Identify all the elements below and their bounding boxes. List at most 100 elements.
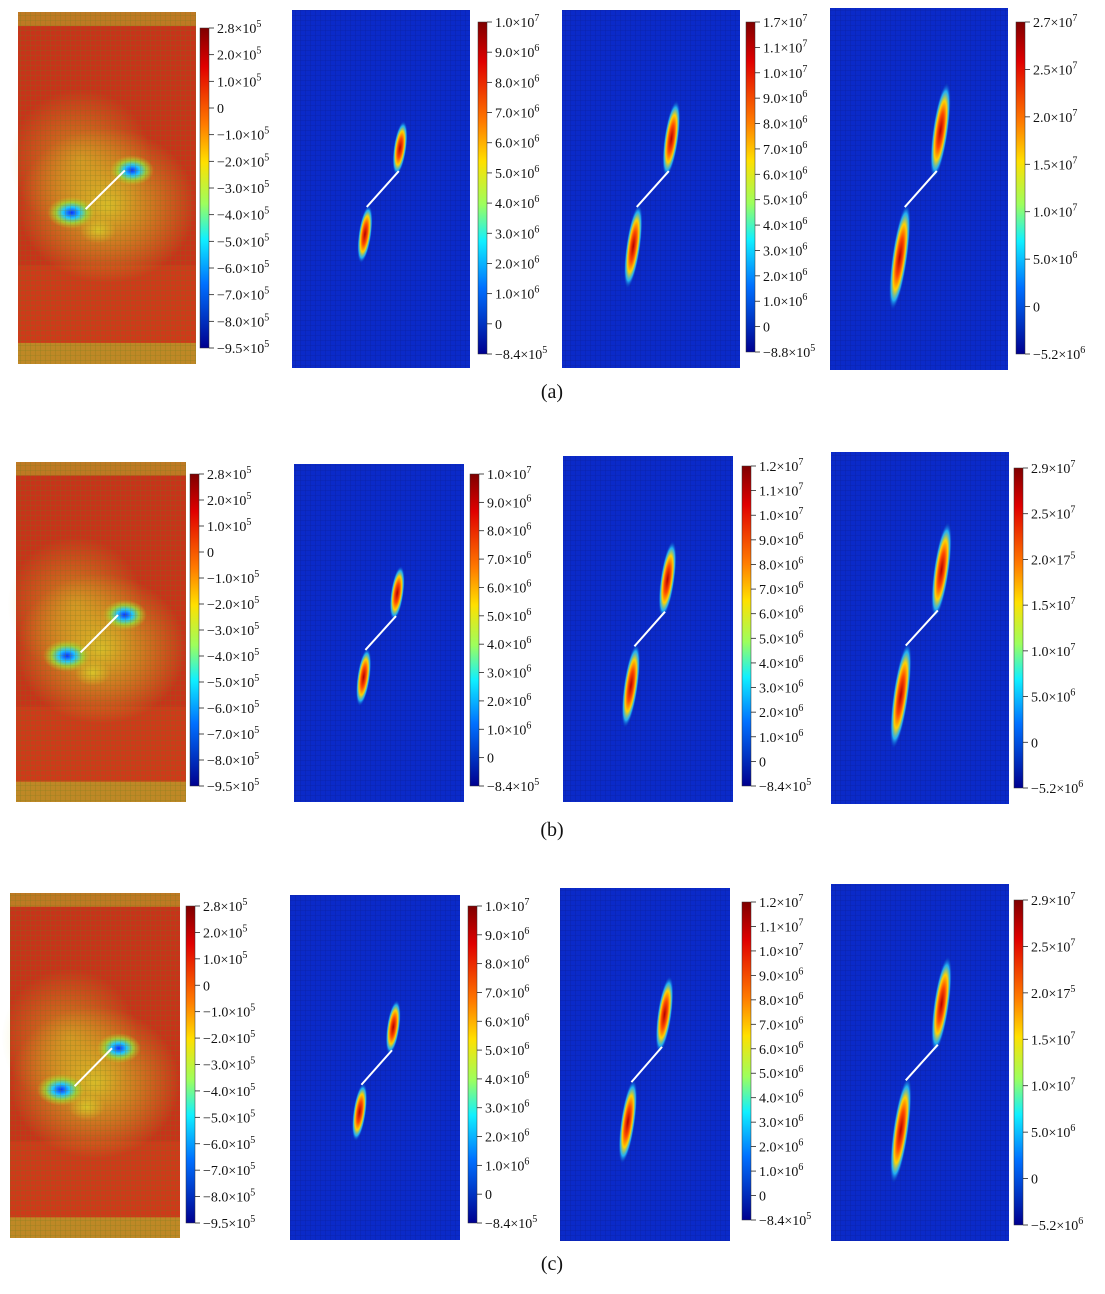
colorbar-tick-label: 3.0×106	[495, 224, 539, 242]
colorbar: 1.0×107 9.0×106 8.0×106 7.0×106 6.0×106 5.0×1…	[469, 465, 539, 795]
crack-line	[73, 1047, 113, 1087]
colorbar-tick-label: 2.8×105	[203, 897, 247, 915]
colorbar-tick-label: 1.0×106	[759, 1162, 803, 1180]
mesh-grid	[830, 8, 1008, 370]
colorbar-tick-label: −7.0×105	[217, 286, 269, 304]
contour-panel	[294, 464, 464, 802]
colorbar-tick-label: 1.0×107	[1031, 1077, 1075, 1095]
contour-panel	[7, 462, 186, 802]
colorbar: 1.0×107 9.0×106 8.0×106 7.0×106 6.0×106 5.0×1…	[467, 897, 537, 1232]
colorbar-tick-label: 2.9×107	[1031, 891, 1075, 909]
colorbar-tick-label: 5.0×106	[1031, 1123, 1075, 1141]
colorbar-tick-label: 7.0×106	[763, 140, 807, 158]
colorbar-tick-label: −2.0×105	[203, 1029, 255, 1047]
crack-line	[636, 170, 670, 208]
colorbar-tick-label: −3.0×105	[203, 1056, 255, 1074]
colorbar-tick-label: 0	[759, 755, 766, 770]
damage-wing	[888, 202, 911, 312]
damage-wing	[355, 647, 372, 707]
colorbar-gradient	[1013, 467, 1024, 789]
damage-wing	[889, 640, 912, 750]
colorbar-gradient	[741, 465, 752, 787]
colorbar-gradient	[185, 905, 196, 1224]
colorbar-tick-label: 8.0×106	[495, 73, 539, 91]
colorbar-tick-label: 2.0×106	[759, 1138, 803, 1156]
colorbar-tick-label: 2.0×106	[759, 703, 803, 721]
colorbar-tick-label: −8.4×105	[485, 1214, 537, 1232]
colorbar: 2.8×105 2.0×105 1.0×105 0 −1.0×105 −2.0×105 −3…	[199, 19, 269, 357]
colorbar-tick-label: 1.0×107	[487, 465, 531, 483]
colorbar-tick-label: −1.0×105	[217, 126, 269, 144]
colorbar-tick-label: 1.1×107	[763, 38, 807, 56]
colorbar-tick-label: 6.0×106	[763, 165, 807, 183]
colorbar-tick-label: 1.0×107	[1031, 642, 1075, 660]
colorbar-tick-label: 2.0×175	[1031, 550, 1075, 568]
colorbar-tick-label: −7.0×105	[203, 1161, 255, 1179]
colorbar-tick-label: 2.0×106	[485, 1128, 529, 1146]
crack-line	[630, 1046, 663, 1083]
colorbar: 1.2×107 1.1×107 1.0×107 9.0×106 8.0×106 7.0×1…	[741, 457, 811, 795]
crack-line	[366, 170, 400, 208]
colorbar-tick-label: −8.4×105	[759, 1211, 811, 1229]
colorbar-tick-label: 1.0×105	[203, 950, 247, 968]
colorbar-tick-label: 9.0×106	[487, 493, 531, 511]
colorbar-tick-label: 4.0×106	[759, 1089, 803, 1107]
colorbar-tick-label: 0	[759, 1190, 766, 1205]
damage-wing	[389, 565, 405, 621]
colorbar-tick-label: 2.0×107	[1033, 108, 1077, 126]
mesh-grid	[290, 895, 460, 1240]
mesh-grid	[831, 884, 1009, 1241]
colorbar-tick-label: 1.1×107	[759, 917, 803, 935]
colorbar-tick-label: 8.0×106	[763, 115, 807, 133]
colorbar: 1.0×107 9.0×106 8.0×106 7.0×106 6.0×106 5.0×1…	[477, 13, 547, 363]
colorbar-tick-label: 1.0×106	[485, 1156, 529, 1174]
colorbar-tick-label: 0	[1033, 301, 1040, 316]
colorbar-tick-label: −5.0×105	[207, 673, 259, 691]
crack-line	[905, 609, 939, 647]
colorbar-tick-label: 1.0×107	[485, 897, 529, 915]
damage-wing	[658, 540, 677, 619]
colorbar: 2.9×107 2.5×107 2.0×175 1.5×107 1.0×107 5.0×1…	[1013, 891, 1083, 1234]
colorbar-tick-label: 5.0×106	[485, 1041, 529, 1059]
colorbar-tick-label: −8.0×105	[207, 751, 259, 769]
colorbar-tick-label: 1.2×107	[759, 457, 803, 475]
colorbar-tick-label: 2.5×107	[1031, 505, 1075, 523]
colorbar-tick-label: 4.0×106	[763, 216, 807, 234]
colorbar-tick-label: 0	[763, 321, 770, 336]
colorbar-tick-label: 0	[207, 546, 214, 561]
colorbar-tick-label: 6.0×106	[759, 1040, 803, 1058]
colorbar-tick-label: 9.0×106	[763, 89, 807, 107]
colorbar: 2.7×107 2.5×107 2.0×107 1.5×107 1.0×107 5.0×1…	[1015, 13, 1085, 363]
colorbar-tick-label: 1.5×107	[1031, 1030, 1075, 1048]
crack-line	[904, 170, 938, 208]
colorbar-tick-label: 2.8×105	[207, 465, 251, 483]
colorbar-tick-label: 6.0×106	[495, 134, 539, 152]
colorbar-tick-label: 7.0×106	[487, 550, 531, 568]
colorbar-tick-label: −2.0×105	[217, 152, 269, 170]
colorbar-tick-label: 2.0×106	[495, 254, 539, 272]
colorbar-tick-label: 5.0×106	[487, 607, 531, 625]
colorbar-tick-label: 2.5×107	[1031, 937, 1075, 955]
contour-panel	[9, 12, 196, 364]
colorbar-tick-label: 7.0×106	[759, 1015, 803, 1033]
subfigure-caption: (b)	[540, 819, 563, 841]
colorbar-tick-label: 1.0×106	[763, 292, 807, 310]
colorbar-tick-label: 1.5×107	[1031, 596, 1075, 614]
colorbar-tick-label: 0	[217, 102, 224, 117]
colorbar-tick-label: 5.0×106	[1031, 688, 1075, 706]
colorbar-tick-label: −2.0×105	[207, 595, 259, 613]
colorbar-tick-label: −5.2×106	[1031, 779, 1083, 797]
damage-wing	[930, 955, 952, 1054]
contour-panel	[290, 895, 460, 1240]
subfigure-caption: (a)	[541, 381, 563, 403]
colorbar-tick-label: 9.0×106	[759, 531, 803, 549]
colorbar-tick-label: 2.0×106	[763, 267, 807, 285]
subfigure-caption: (c)	[541, 1253, 563, 1275]
colorbar-gradient	[741, 901, 752, 1221]
colorbar-tick-label: 4.0×106	[495, 194, 539, 212]
colorbar-tick-label: 4.0×106	[759, 654, 803, 672]
colorbar-tick-label: 2.5×107	[1033, 60, 1077, 78]
colorbar-tick-label: −3.0×105	[217, 179, 269, 197]
contour-panel	[830, 8, 1008, 370]
colorbar-tick-label: −8.4×105	[759, 777, 811, 795]
